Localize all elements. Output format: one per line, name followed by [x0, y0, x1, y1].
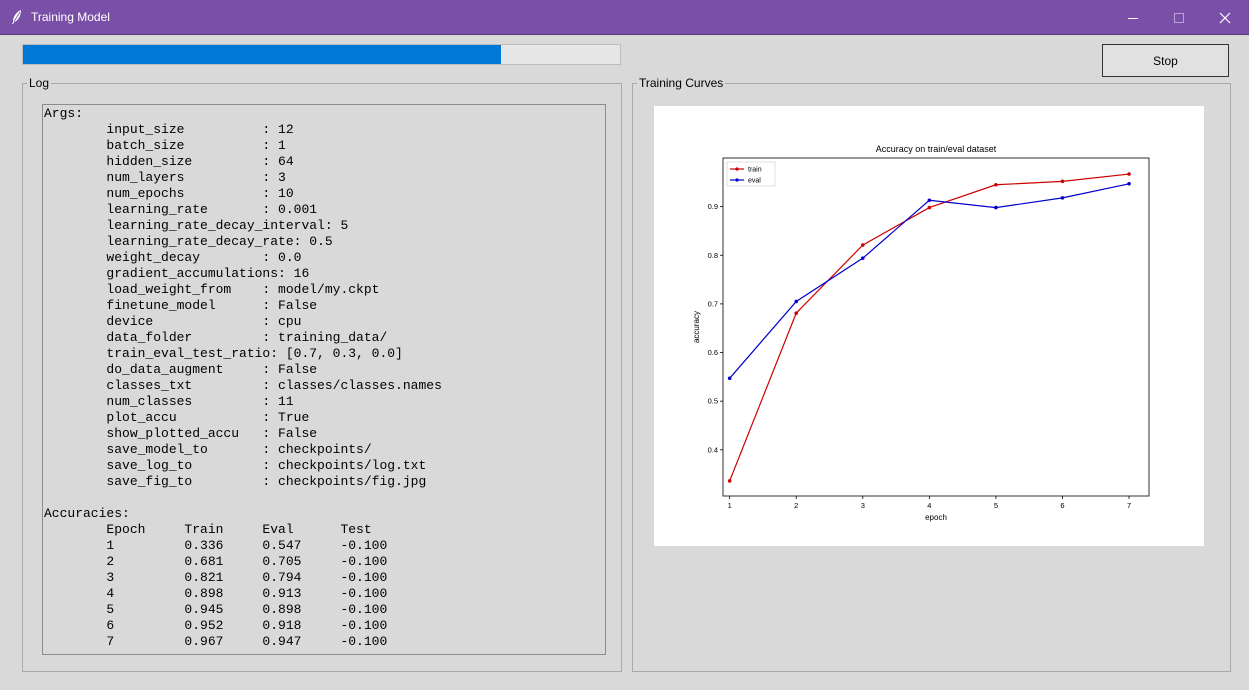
data-point-train [860, 243, 865, 247]
log-line: device : cpu [44, 314, 302, 329]
data-point-train [1127, 172, 1131, 176]
data-point-eval [860, 256, 865, 260]
title-bar: Training Model [0, 0, 1249, 35]
log-line: num_epochs : 10 [44, 186, 294, 201]
close-icon [1219, 12, 1231, 24]
legend-box [726, 161, 776, 187]
data-point-eval [727, 376, 732, 381]
data-point-eval [927, 198, 932, 203]
data-point-train [1060, 179, 1065, 184]
log-line [43, 490, 605, 506]
data-point-eval [994, 205, 998, 210]
log-line: save_model_to : checkpoints/ [44, 442, 372, 457]
training-curves-plot: Accuracy on train/eval dataset epoch accur… [654, 106, 1204, 546]
plot-frame [722, 157, 1150, 497]
log-line: load_weight_from : model/my.ckpt [44, 282, 380, 297]
log-line: input_size : 12 [44, 122, 294, 137]
legend-marker-train [735, 167, 739, 171]
x-tick-label: 5 [994, 501, 998, 510]
y-tick-label: 0.9 [708, 202, 718, 211]
legend-marker-eval [735, 178, 739, 182]
minimize-icon [1128, 18, 1138, 19]
log-line: data_folder : training_data/ [44, 330, 388, 345]
window-title: Training Model [31, 10, 110, 24]
log-line: learning_rate : 0.001 [44, 202, 318, 217]
log-line: save_log_to : checkpoints/log.txt [44, 458, 427, 473]
log-line: learning_rate_decay_rate: 0.5 [44, 234, 333, 249]
log-line: 1 0.336 0.547 -0.100 [44, 538, 388, 553]
log-line: weight_decay : 0.0 [44, 250, 302, 265]
x-tick-label: 7 [1127, 501, 1131, 510]
progress-fill [23, 45, 501, 64]
log-line: classes_txt : classes/classes.names [44, 378, 442, 393]
log-text-area[interactable]: Args: input_size : 12 batch_size : 1 hid… [42, 104, 606, 655]
feather-icon [12, 10, 21, 24]
log-line: 4 0.898 0.913 -0.100 [44, 586, 388, 601]
y-tick-label: 0.5 [708, 397, 718, 406]
training-progress-bar [22, 44, 621, 65]
log-line: plot_accu : True [44, 410, 310, 425]
log-line: Epoch Train Eval Test [44, 522, 372, 537]
maximize-icon [1174, 13, 1184, 23]
training-curves-group-label: Training Curves [637, 75, 726, 91]
log-line: show_plotted_accu : False [44, 426, 318, 441]
x-tick-label: 4 [927, 501, 931, 510]
x-axis-label: epoch [925, 513, 947, 522]
training-curves-group: Training Curves [632, 75, 1231, 672]
log-line: 3 0.821 0.794 -0.100 [44, 570, 388, 585]
log-line: 6 0.952 0.918 -0.100 [44, 618, 388, 633]
x-tick-label: 1 [728, 501, 732, 510]
data-point-eval [1060, 196, 1065, 200]
log-line: gradient_accumulations: 16 [44, 266, 310, 281]
x-tick-label: 6 [1060, 501, 1064, 510]
data-point-train [927, 205, 932, 210]
x-tick-label: 3 [861, 501, 865, 510]
y-tick-label: 0.6 [708, 348, 718, 357]
close-button[interactable] [1202, 0, 1248, 35]
log-line: learning_rate_decay_interval: 5 [44, 218, 349, 233]
data-point-train [727, 479, 732, 483]
minimize-button[interactable] [1110, 0, 1156, 35]
maximize-button[interactable] [1156, 0, 1202, 35]
log-line: finetune_model : False [44, 298, 318, 313]
stop-button[interactable]: Stop [1102, 44, 1229, 77]
y-tick-label: 0.4 [708, 445, 718, 454]
log-line: Accuracies: [44, 506, 130, 521]
log-line: train_eval_test_ratio: [0.7, 0.3, 0.0] [44, 346, 403, 361]
log-line: num_layers : 3 [44, 170, 286, 185]
data-point-eval [1127, 181, 1131, 186]
data-point-train [994, 182, 998, 187]
y-axis-label: accuracy [692, 311, 701, 343]
x-tick-label: 2 [794, 501, 798, 510]
log-line: 5 0.945 0.898 -0.100 [44, 602, 388, 617]
log-line: Args: [44, 106, 84, 121]
log-line: save_fig_to : checkpoints/fig.jpg [44, 474, 427, 489]
log-line: batch_size : 1 [44, 138, 286, 153]
log-line: num_classes : 11 [44, 394, 294, 409]
chart-title: Accuracy on train/eval dataset [876, 144, 997, 154]
log-group-label: Log [27, 75, 52, 91]
data-point-train [794, 311, 799, 315]
log-group: Log [22, 75, 622, 672]
legend-label-train: train [748, 167, 762, 174]
log-line: 2 0.681 0.705 -0.100 [44, 554, 388, 569]
y-tick-label: 0.7 [708, 299, 718, 308]
log-line: do_data_augment : False [44, 362, 318, 377]
legend-label-eval: eval [748, 178, 761, 185]
accuracy-chart: Accuracy on train/eval dataset epoch accur… [692, 144, 1150, 522]
y-tick-label: 0.8 [708, 251, 718, 260]
log-line: 7 0.967 0.947 -0.100 [44, 634, 388, 649]
data-point-eval [794, 299, 799, 304]
log-line: hidden_size : 64 [44, 154, 294, 169]
